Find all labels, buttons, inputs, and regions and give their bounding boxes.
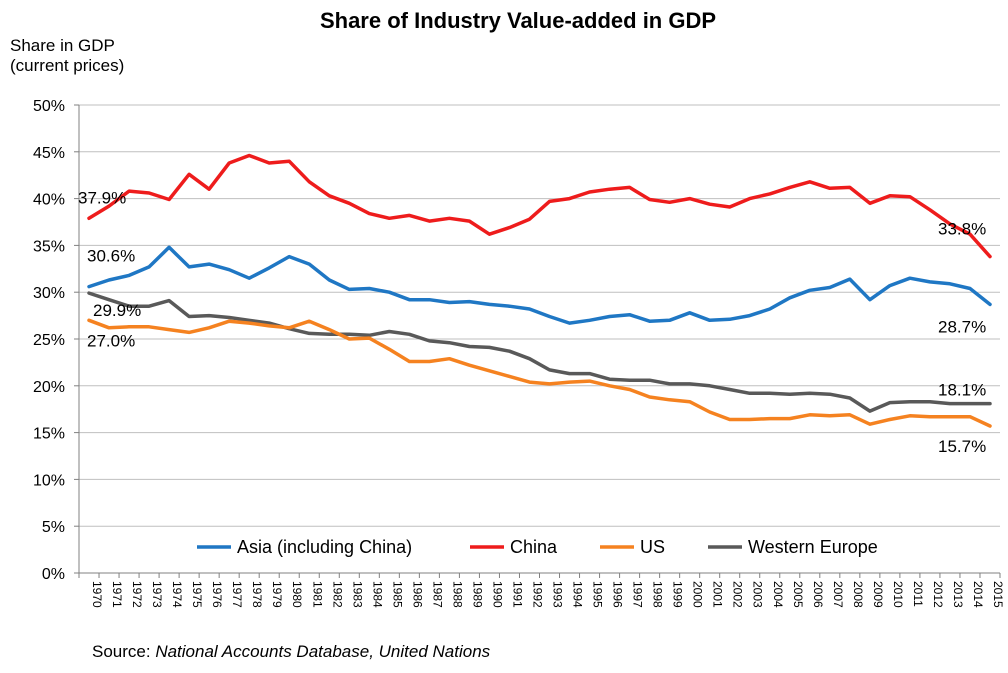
x-tick-label: 2015 — [991, 581, 1005, 608]
series-line-asia-including-china — [87, 245, 992, 325]
x-tick-label: 1981 — [310, 581, 324, 608]
x-tick-label: 1982 — [330, 581, 344, 608]
data-label: 37.9% — [78, 188, 126, 207]
x-tick-label: 1983 — [350, 581, 364, 608]
series-lines — [87, 153, 992, 428]
x-tick-label: 1998 — [651, 581, 665, 608]
legend-item: US — [600, 537, 665, 557]
chart-title: Share of Industry Value-added in GDP — [320, 8, 716, 33]
x-tick-label: 1979 — [270, 581, 284, 608]
x-tick-label: 1986 — [410, 581, 424, 608]
y-tick-label: 45% — [33, 145, 65, 162]
legend-label: China — [510, 537, 558, 557]
x-tick-label: 2012 — [931, 581, 945, 608]
data-label: 29.9% — [93, 301, 141, 320]
x-tick-label: 2004 — [771, 581, 785, 608]
y-axis-label-line-2: (current prices) — [10, 56, 124, 75]
legend-label: Asia (including China) — [237, 537, 412, 557]
y-tick-label: 30% — [33, 285, 65, 302]
x-tick-label: 1999 — [671, 581, 685, 608]
x-tick-label: 1987 — [430, 581, 444, 608]
legend-item: Western Europe — [708, 537, 878, 557]
series-line-western-europe — [87, 291, 992, 413]
x-tick-label: 1990 — [490, 581, 504, 608]
x-tick-label: 2007 — [831, 581, 845, 608]
x-tick-label: 2010 — [891, 581, 905, 608]
x-tick-label: 2003 — [751, 581, 765, 608]
x-tick-label: 1989 — [470, 581, 484, 608]
y-tick-label: 15% — [33, 426, 65, 443]
data-label: 27.0% — [87, 331, 135, 350]
y-tick-label: 25% — [33, 332, 65, 349]
x-tick-label: 2013 — [951, 581, 965, 608]
x-tick-label: 1991 — [510, 581, 524, 608]
data-label: 30.6% — [87, 247, 135, 266]
x-tick-label: 1995 — [591, 581, 605, 608]
axes — [74, 104, 1001, 578]
y-tick-label: 20% — [33, 379, 65, 396]
x-tick-label: 2014 — [971, 581, 985, 608]
y-tick-label: 35% — [33, 238, 65, 255]
source-note: Source: National Accounts Database, Unit… — [92, 642, 490, 662]
x-tick-label: 1996 — [611, 581, 625, 608]
x-tick-label: 2009 — [871, 581, 885, 608]
x-tick-label: 2011 — [911, 581, 925, 607]
gridlines — [79, 104, 1000, 527]
data-label: 15.7% — [938, 437, 986, 456]
x-tick-label: 1972 — [130, 581, 144, 608]
y-tick-label: 5% — [42, 519, 65, 536]
x-tick-label: 1992 — [530, 581, 544, 608]
legend: Asia (including China) China US Western Eur… — [197, 537, 878, 557]
x-tick-label: 2002 — [731, 581, 745, 608]
x-tick-label: 2000 — [691, 581, 705, 608]
x-tick-label: 1974 — [170, 581, 184, 608]
series-line-us — [87, 318, 992, 428]
x-tick-label: 1970 — [90, 581, 104, 608]
y-axis-label-line-1: Share in GDP — [10, 36, 115, 55]
x-tick-label: 2008 — [851, 581, 865, 608]
y-tick-label: 10% — [33, 472, 65, 489]
x-tick-label: 1985 — [390, 581, 404, 608]
data-labels: 37.9% 33.8% 30.6% 28.7% 29.9% 18.1% 27.0% 15.7% — [78, 188, 986, 456]
x-tick-label: 1976 — [210, 581, 224, 608]
x-tick-label: 1988 — [450, 581, 464, 608]
x-tick-label: 1971 — [110, 581, 124, 608]
source-prefix: Source: — [92, 642, 156, 661]
data-label: 33.8% — [938, 220, 986, 239]
x-tick-label: 2006 — [811, 581, 825, 608]
data-label: 18.1% — [938, 381, 986, 400]
x-tick-label: 1977 — [230, 581, 244, 608]
x-tick-label: 2005 — [791, 581, 805, 608]
legend-item: Asia (including China) — [197, 537, 412, 557]
x-tick-label: 1984 — [370, 581, 384, 608]
x-tick-label: 1980 — [290, 581, 304, 608]
x-tick-label: 1973 — [150, 581, 164, 608]
x-tick-label: 1997 — [631, 581, 645, 608]
x-tick-label: 1978 — [250, 581, 264, 608]
x-tick-label: 1975 — [190, 581, 204, 608]
y-tick-label: 50% — [33, 98, 65, 115]
x-tick-label: 1994 — [571, 581, 585, 608]
legend-item: China — [470, 537, 558, 557]
series-line-china — [87, 153, 992, 259]
y-tick-labels: 0% 5% 10% 15% 20% 25% 30% 35% 40% 45% 50% — [33, 98, 65, 583]
y-tick-label: 40% — [33, 192, 65, 209]
x-tick-label: 2001 — [711, 581, 725, 608]
legend-label: US — [640, 537, 665, 557]
y-tick-label: 0% — [42, 566, 65, 583]
legend-label: Western Europe — [748, 537, 878, 557]
x-tick-labels: 1970 1971 1972 1973 1974 1975 1976 1977 1978 1979… — [90, 581, 1005, 608]
x-tick-label: 1993 — [551, 581, 565, 608]
source-text: National Accounts Database, United Natio… — [155, 642, 491, 661]
data-label: 28.7% — [938, 317, 986, 336]
